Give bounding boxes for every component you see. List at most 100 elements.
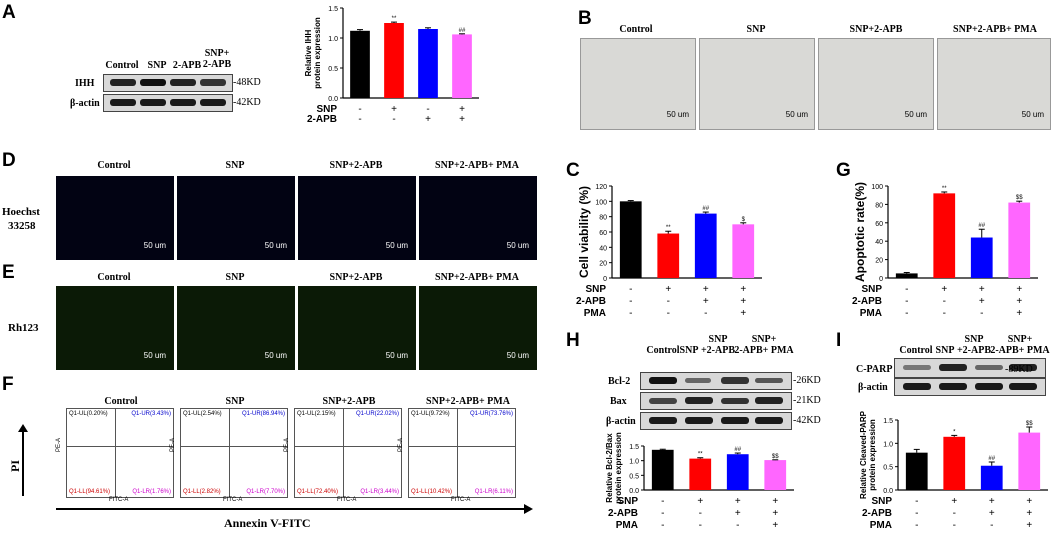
flow-axis-x-label: FITC-A: [451, 497, 471, 503]
treatment-row-label: SNP: [585, 284, 606, 295]
treatment-mark: -: [704, 308, 707, 319]
quadrant-ll-label: Q1-LL(10.42%): [411, 489, 453, 495]
y-tick-label: 40: [599, 245, 607, 252]
e-head-2: SNP: [225, 272, 245, 283]
e-stain-label: Rh123: [8, 322, 39, 334]
treatment-mark: -: [426, 104, 429, 115]
treatment-mark: -: [667, 296, 670, 307]
d-stain-label-2: 33258: [8, 220, 36, 232]
y-axis-label-line: protein expression: [614, 432, 623, 504]
scale-bar-text: 50 um: [785, 110, 808, 119]
quadrant-ll-label: Q1-LL(72.40%): [297, 489, 339, 495]
blot-a-actin-strip: [103, 94, 233, 112]
treatment-mark: -: [629, 284, 632, 295]
treatment-mark: -: [736, 520, 739, 531]
bar: [452, 34, 472, 98]
blot-h-row-bcl2: Bcl-2: [608, 376, 631, 387]
blot-i-row-cparp: C-PARP: [856, 364, 893, 375]
d-stain-label-1: Hoechst: [2, 206, 40, 218]
y-axis-label-line: protein expression: [868, 419, 877, 491]
blot-a-size-42: -42KD: [233, 97, 261, 108]
y-tick-label: 1.0: [328, 36, 338, 43]
blot-a-row-actin: β-actin: [70, 98, 100, 109]
blot-i-cparp-strip: [894, 358, 1046, 378]
quadrant-divider-vertical: [114, 409, 116, 497]
treatment-mark: -: [661, 496, 664, 507]
bar: [943, 436, 966, 490]
y-axis-label: Apoptotic rate(%): [853, 182, 867, 282]
panel-label-f: F: [2, 374, 14, 395]
b-image-snp-2apb: 50 um: [818, 38, 934, 130]
y-tick-label: 0.5: [629, 473, 639, 480]
treatment-mark: +: [772, 520, 778, 531]
blot-h-col-2: SNP: [679, 345, 699, 356]
quadrant-lr-label: Q1-LR(3.44%): [360, 489, 399, 495]
significance-mark: **: [666, 225, 671, 231]
flow-plot: Q1-UL(2.15%) Q1-UR(22.02%) Q1-LL(72.40%) Q1…: [294, 408, 402, 498]
d-head-1: Control: [97, 160, 131, 171]
y-axis-label-line: Cell viability (%): [577, 186, 591, 278]
treatment-mark: -: [358, 104, 361, 115]
bar: [619, 201, 642, 278]
b-image-control: 50 um: [580, 38, 696, 130]
treatment-mark: +: [703, 296, 709, 307]
quadrant-ll-label: Q1-LL(2.82%): [183, 489, 221, 495]
significance-mark: $$: [1016, 195, 1023, 201]
quadrant-ur-label: Q1-UR(3.43%): [131, 411, 171, 417]
treatment-row-label: SNP: [316, 104, 337, 115]
b-head-4: SNP+2-APB+ PMA: [953, 24, 1037, 35]
f-head-3: SNP+2-APB: [322, 396, 376, 407]
quadrant-lr-label: Q1-LR(6.11%): [474, 489, 513, 495]
scale-bar-text: 50 um: [385, 351, 408, 360]
y-tick-label: 1.0: [629, 459, 639, 466]
treatment-row-label: 2-APB: [862, 508, 892, 519]
treatment-mark: +: [665, 284, 671, 295]
treatment-mark: -: [661, 520, 664, 531]
y-tick-label: 1.0: [883, 441, 893, 448]
treatment-mark: +: [979, 296, 985, 307]
blot-h-actin-strip: [640, 412, 792, 430]
treatment-mark: +: [740, 296, 746, 307]
scale-bar-text: 50 um: [904, 110, 927, 119]
treatment-mark: -: [943, 296, 946, 307]
panel-label-i: I: [836, 330, 842, 351]
y-tick-label: 60: [599, 230, 607, 237]
treatment-mark: +: [772, 496, 778, 507]
bar: [764, 460, 787, 490]
e-head-4: SNP+2-APB+ PMA: [435, 272, 519, 283]
scale-bar-text: 50 um: [264, 241, 287, 250]
y-tick-label: 0: [879, 276, 883, 283]
treatment-mark: +: [697, 496, 703, 507]
d-image-control: 50 um: [56, 176, 174, 260]
bar: [1018, 432, 1041, 490]
y-axis-label-line: Relative Cleaved-PARP: [859, 410, 868, 499]
treatment-mark: +: [989, 496, 995, 507]
treatment-mark: +: [459, 104, 465, 115]
blot-a-row-ihh: IHH: [75, 78, 95, 89]
scale-bar-text: 50 um: [143, 351, 166, 360]
quadrant-ur-label: Q1-UR(22.02%): [355, 411, 399, 417]
treatment-mark: -: [629, 296, 632, 307]
treatment-mark: +: [459, 114, 465, 125]
treatment-mark: +: [1026, 496, 1032, 507]
blot-h-col-4: SNP+ 2-APB+ PMA: [734, 334, 794, 356]
y-axis-label-line: Relative IHH: [304, 29, 313, 76]
treatment-mark: +: [941, 284, 947, 295]
f-x-arrow-line: [56, 508, 526, 510]
blot-i-col-1: Control: [899, 345, 933, 356]
y-axis-label-line: Apoptotic rate(%): [853, 182, 867, 282]
treatment-row-label: 2-APB: [852, 296, 882, 307]
scale-bar-text: 50 um: [143, 241, 166, 250]
panel-label-e: E: [2, 262, 15, 283]
significance-mark: $: [742, 217, 746, 223]
bar: [418, 29, 438, 98]
treatment-mark: -: [905, 284, 908, 295]
quadrant-ll-label: Q1-LL(94.61%): [69, 489, 111, 495]
blot-a-col-4: SNP+ 2-APB: [202, 48, 232, 70]
significance-mark: ##: [459, 28, 466, 34]
flow-plot: Q1-UL(9.72%) Q1-UR(73.76%) Q1-LL(10.42%) Q1…: [408, 408, 516, 498]
treatment-mark: -: [943, 308, 946, 319]
y-tick-label: 1.5: [629, 444, 639, 451]
significance-mark: ##: [988, 456, 995, 462]
blot-i-col-3: SNP +2-APB: [956, 334, 992, 356]
